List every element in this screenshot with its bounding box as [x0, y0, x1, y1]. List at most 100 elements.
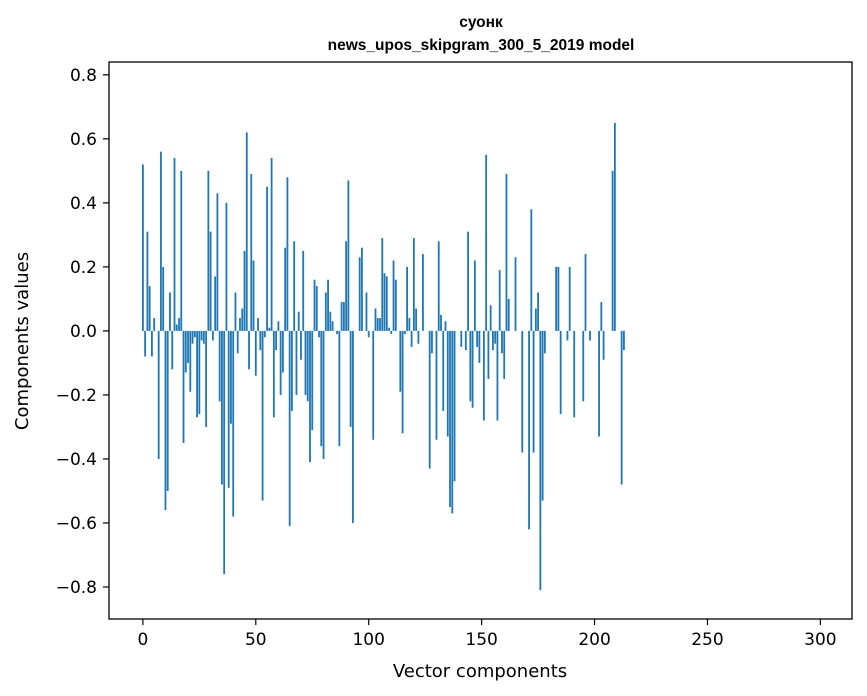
bar — [361, 247, 363, 331]
bar — [340, 302, 343, 331]
bar — [250, 174, 253, 331]
bar — [494, 330, 497, 344]
bar — [381, 238, 384, 331]
y-tick-label: 0.6 — [70, 130, 97, 150]
bar — [248, 330, 250, 370]
bar — [207, 170, 210, 331]
bars-group — [141, 122, 625, 591]
bar — [306, 330, 309, 402]
bar — [390, 330, 393, 335]
y-tick-label: 0.4 — [70, 194, 97, 214]
y-tick-label: −0.2 — [56, 386, 97, 406]
bar — [245, 132, 248, 331]
bar — [216, 193, 219, 331]
bar — [266, 186, 268, 331]
bar — [322, 330, 325, 459]
bar — [277, 321, 280, 331]
bar — [347, 180, 350, 331]
x-axis-label: Vector components — [393, 661, 567, 682]
bar — [444, 321, 447, 331]
bar — [146, 231, 149, 331]
bar — [440, 314, 442, 331]
bar — [252, 260, 255, 331]
x-tick-label: 100 — [352, 630, 384, 650]
bar — [221, 330, 223, 485]
bar — [403, 330, 406, 335]
bar — [313, 279, 316, 331]
bar — [275, 330, 278, 351]
bar — [259, 330, 262, 351]
bar — [532, 330, 535, 453]
y-tick-label: 0.8 — [70, 66, 97, 86]
y-tick-label: −0.8 — [56, 578, 97, 598]
bar — [582, 330, 585, 402]
bar — [568, 266, 571, 331]
bar — [431, 330, 433, 354]
bar — [157, 330, 160, 459]
bar — [338, 330, 341, 447]
x-tick-label: 300 — [804, 630, 836, 650]
bar — [254, 330, 257, 376]
bar — [388, 327, 390, 331]
bar — [498, 270, 501, 331]
bar — [302, 250, 305, 331]
bar — [243, 250, 246, 331]
bar — [286, 177, 289, 331]
bar — [352, 330, 354, 523]
bar — [428, 330, 431, 469]
x-tick-label: 250 — [691, 630, 723, 650]
bar — [342, 302, 345, 331]
bar — [539, 330, 542, 591]
bar — [613, 122, 616, 331]
bar — [218, 330, 221, 402]
bar — [293, 241, 296, 331]
bar — [534, 308, 537, 331]
bar — [211, 330, 214, 341]
bar — [153, 318, 156, 331]
bar — [464, 330, 467, 351]
bar — [164, 330, 167, 511]
bar — [232, 330, 235, 517]
bar — [376, 318, 379, 331]
chart-title-line1: суонк — [459, 14, 503, 31]
bar — [557, 266, 560, 331]
bar — [180, 170, 183, 331]
bar — [281, 330, 284, 373]
x-tick-label: 0 — [137, 630, 148, 650]
y-tick-label: −0.4 — [56, 450, 97, 470]
bar — [559, 330, 562, 415]
bar — [191, 330, 194, 344]
bar — [383, 273, 386, 331]
bar — [297, 311, 300, 331]
x-tick-label: 50 — [245, 630, 267, 650]
bar — [496, 330, 499, 421]
bar — [320, 330, 323, 447]
bar — [173, 158, 176, 331]
bar — [225, 202, 228, 331]
x-axis-ticks: 0 50 100 150 200 250 300 — [137, 619, 837, 650]
bar — [435, 330, 438, 440]
bar — [291, 330, 293, 411]
bar — [394, 279, 397, 331]
bar — [336, 330, 338, 335]
bar — [311, 330, 314, 431]
bar — [505, 174, 508, 331]
bar — [234, 292, 237, 331]
bar — [193, 330, 196, 338]
y-axis-ticks: −0.8 −0.6 −0.4 −0.2 0.0 0.2 0.4 0.6 0.8 — [56, 66, 109, 598]
bar — [478, 330, 481, 363]
bar — [214, 276, 217, 331]
bar — [178, 318, 180, 331]
bar — [406, 266, 409, 331]
bar — [598, 330, 600, 437]
bar — [236, 330, 239, 354]
bar — [555, 266, 558, 331]
bar — [589, 330, 591, 341]
bar — [442, 330, 445, 411]
bar — [471, 330, 474, 408]
bar — [492, 330, 494, 351]
bar — [514, 257, 517, 331]
bar — [202, 330, 205, 344]
bar — [372, 330, 375, 440]
